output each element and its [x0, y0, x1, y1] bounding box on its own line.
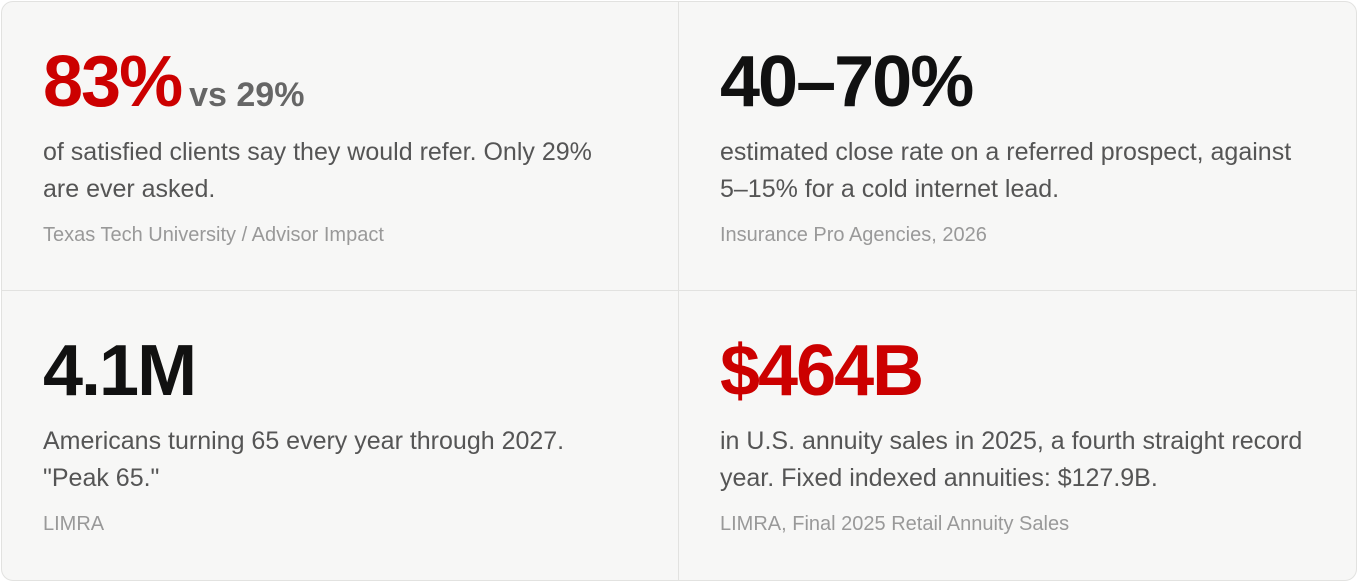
stat-figure: 40–70%	[720, 42, 1316, 122]
stat-card: 4.1M Americans turning 65 every year thro…	[2, 291, 679, 580]
stat-value: $464B	[720, 331, 924, 411]
stat-card: 40–70% estimated close rate on a referred…	[679, 2, 1356, 291]
stat-card: 83% vs 29% of satisfied clients say they w…	[2, 2, 679, 291]
stat-description: Americans turning 65 every year through …	[43, 427, 565, 492]
stat-description: estimated close rate on a referred prosp…	[720, 138, 1292, 203]
stat-description: in U.S. annuity sales in 2025, a fourth …	[720, 427, 1303, 492]
stat-source: Insurance Pro Agencies, 2026	[720, 224, 987, 246]
stat-source: Texas Tech University / Advisor Impact	[43, 224, 384, 246]
stat-card: $464B in U.S. annuity sales in 2025, a fo…	[679, 291, 1356, 580]
stat-description: of satisfied clients say they would refe…	[43, 138, 592, 203]
stat-source: LIMRA	[43, 513, 105, 535]
stat-source: LIMRA, Final 2025 Retail Annuity Sales	[720, 513, 1070, 535]
stat-figure: $464B	[720, 331, 1316, 411]
stat-figure: 83% vs 29%	[43, 42, 638, 122]
stat-value: 40–70%	[720, 42, 974, 122]
stat-value: 83%	[43, 42, 183, 122]
stat-comparison: vs 29%	[189, 76, 305, 114]
stat-figure: 4.1M	[43, 331, 638, 411]
stat-value: 4.1M	[43, 331, 197, 411]
